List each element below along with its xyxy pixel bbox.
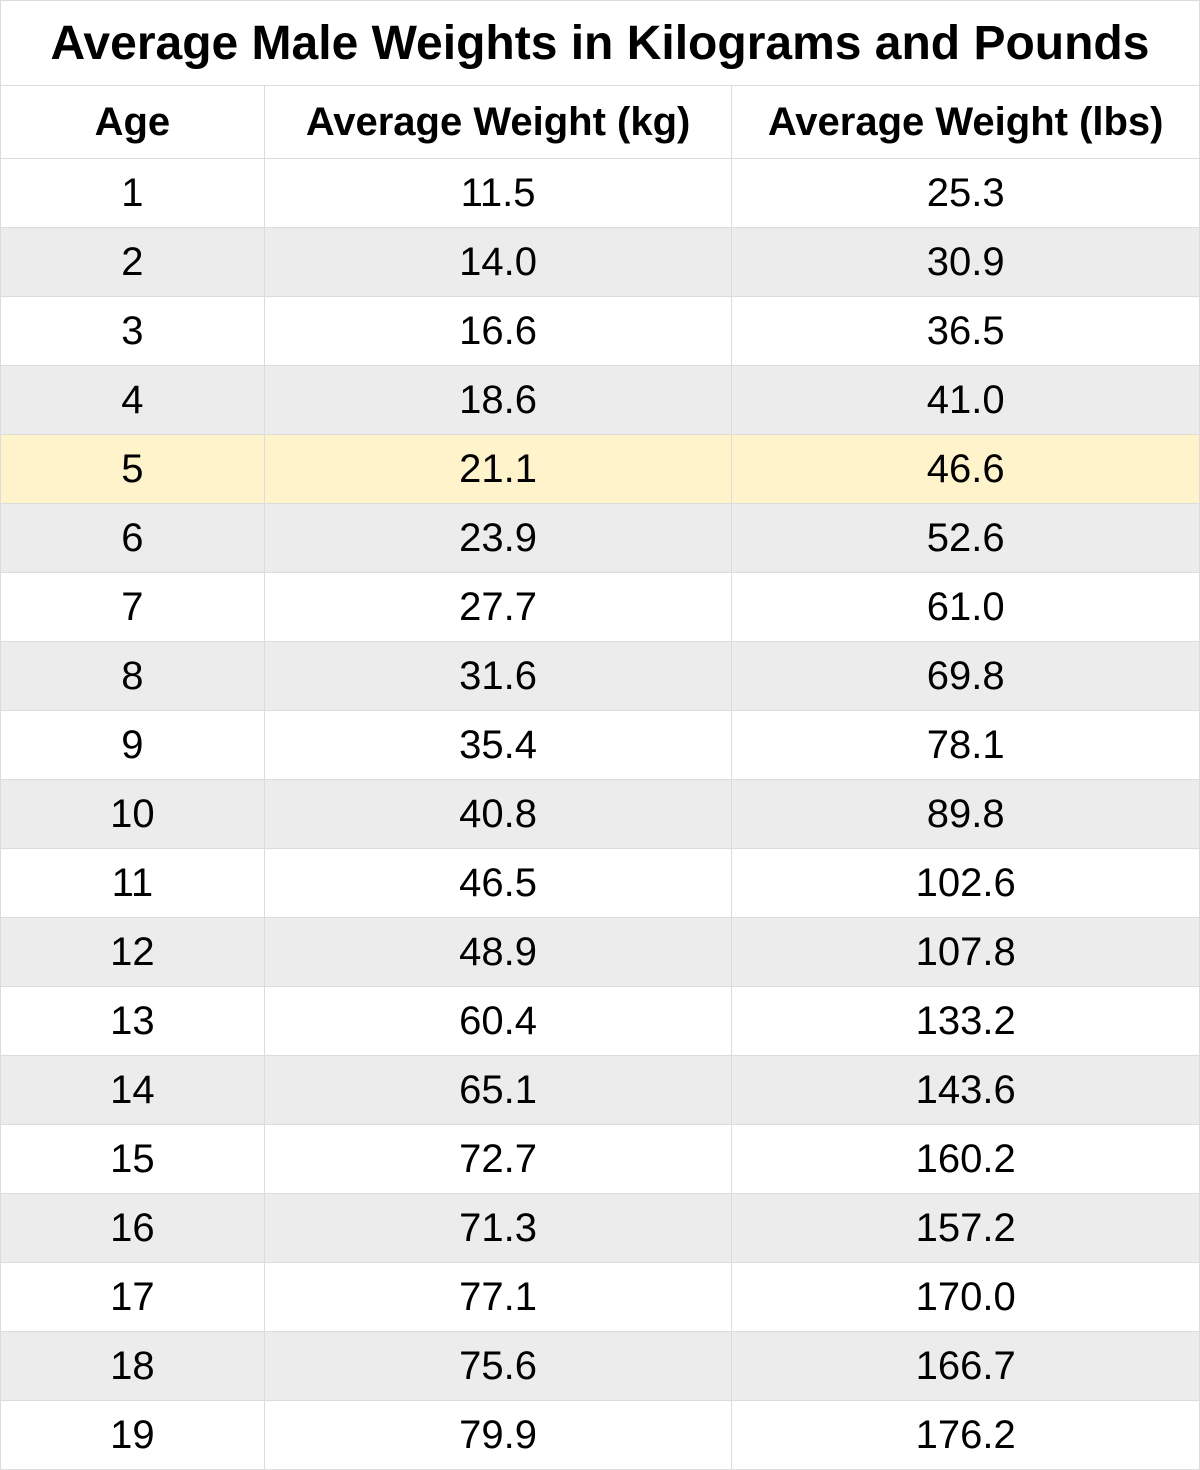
cell-age: 1 bbox=[1, 159, 265, 228]
cell-kg: 21.1 bbox=[264, 435, 732, 504]
cell-age: 17 bbox=[1, 1263, 265, 1332]
cell-kg: 75.6 bbox=[264, 1332, 732, 1401]
cell-kg: 16.6 bbox=[264, 297, 732, 366]
table-row: 935.478.1 bbox=[1, 711, 1200, 780]
cell-kg: 79.9 bbox=[264, 1401, 732, 1470]
table-row: 727.761.0 bbox=[1, 573, 1200, 642]
cell-lbs: 160.2 bbox=[732, 1125, 1200, 1194]
table-row: 214.030.9 bbox=[1, 228, 1200, 297]
cell-kg: 40.8 bbox=[264, 780, 732, 849]
cell-lbs: 69.8 bbox=[732, 642, 1200, 711]
table-row: 1360.4133.2 bbox=[1, 987, 1200, 1056]
cell-lbs: 157.2 bbox=[732, 1194, 1200, 1263]
cell-age: 2 bbox=[1, 228, 265, 297]
table-row: 1248.9107.8 bbox=[1, 918, 1200, 987]
table-row: 623.952.6 bbox=[1, 504, 1200, 573]
table-row: 1572.7160.2 bbox=[1, 1125, 1200, 1194]
cell-kg: 23.9 bbox=[264, 504, 732, 573]
table-row: 1040.889.8 bbox=[1, 780, 1200, 849]
cell-lbs: 170.0 bbox=[732, 1263, 1200, 1332]
cell-age: 12 bbox=[1, 918, 265, 987]
table-row: 1979.9176.2 bbox=[1, 1401, 1200, 1470]
cell-age: 6 bbox=[1, 504, 265, 573]
cell-lbs: 143.6 bbox=[732, 1056, 1200, 1125]
table-row: 521.146.6 bbox=[1, 435, 1200, 504]
cell-kg: 31.6 bbox=[264, 642, 732, 711]
table-row: 1777.1170.0 bbox=[1, 1263, 1200, 1332]
cell-lbs: 78.1 bbox=[732, 711, 1200, 780]
table-row: 831.669.8 bbox=[1, 642, 1200, 711]
cell-lbs: 133.2 bbox=[732, 987, 1200, 1056]
cell-lbs: 176.2 bbox=[732, 1401, 1200, 1470]
cell-age: 16 bbox=[1, 1194, 265, 1263]
cell-age: 9 bbox=[1, 711, 265, 780]
cell-kg: 35.4 bbox=[264, 711, 732, 780]
cell-lbs: 107.8 bbox=[732, 918, 1200, 987]
cell-age: 11 bbox=[1, 849, 265, 918]
cell-kg: 65.1 bbox=[264, 1056, 732, 1125]
table-row: 1671.3157.2 bbox=[1, 1194, 1200, 1263]
cell-kg: 14.0 bbox=[264, 228, 732, 297]
cell-lbs: 52.6 bbox=[732, 504, 1200, 573]
cell-lbs: 36.5 bbox=[732, 297, 1200, 366]
cell-lbs: 41.0 bbox=[732, 366, 1200, 435]
table-title: Average Male Weights in Kilograms and Po… bbox=[1, 1, 1200, 86]
cell-lbs: 46.6 bbox=[732, 435, 1200, 504]
col-header-kg: Average Weight (kg) bbox=[264, 86, 732, 159]
col-header-age: Age bbox=[1, 86, 265, 159]
cell-age: 3 bbox=[1, 297, 265, 366]
cell-kg: 77.1 bbox=[264, 1263, 732, 1332]
cell-age: 5 bbox=[1, 435, 265, 504]
table-row: 1465.1143.6 bbox=[1, 1056, 1200, 1125]
cell-lbs: 166.7 bbox=[732, 1332, 1200, 1401]
cell-lbs: 89.8 bbox=[732, 780, 1200, 849]
cell-age: 7 bbox=[1, 573, 265, 642]
cell-age: 8 bbox=[1, 642, 265, 711]
table-row: 418.641.0 bbox=[1, 366, 1200, 435]
cell-age: 15 bbox=[1, 1125, 265, 1194]
cell-age: 18 bbox=[1, 1332, 265, 1401]
cell-age: 19 bbox=[1, 1401, 265, 1470]
table-row: 316.636.5 bbox=[1, 297, 1200, 366]
table-row: 1146.5102.6 bbox=[1, 849, 1200, 918]
table-row: 111.525.3 bbox=[1, 159, 1200, 228]
col-header-lbs: Average Weight (lbs) bbox=[732, 86, 1200, 159]
weights-table: Average Male Weights in Kilograms and Po… bbox=[0, 0, 1200, 1470]
cell-lbs: 102.6 bbox=[732, 849, 1200, 918]
cell-kg: 18.6 bbox=[264, 366, 732, 435]
cell-age: 13 bbox=[1, 987, 265, 1056]
cell-lbs: 25.3 bbox=[732, 159, 1200, 228]
cell-kg: 72.7 bbox=[264, 1125, 732, 1194]
cell-age: 14 bbox=[1, 1056, 265, 1125]
cell-kg: 46.5 bbox=[264, 849, 732, 918]
cell-kg: 48.9 bbox=[264, 918, 732, 987]
cell-lbs: 30.9 bbox=[732, 228, 1200, 297]
table-body: 111.525.3214.030.9316.636.5418.641.0521.… bbox=[1, 159, 1200, 1470]
cell-age: 10 bbox=[1, 780, 265, 849]
cell-kg: 27.7 bbox=[264, 573, 732, 642]
cell-kg: 71.3 bbox=[264, 1194, 732, 1263]
cell-lbs: 61.0 bbox=[732, 573, 1200, 642]
cell-kg: 60.4 bbox=[264, 987, 732, 1056]
table-row: 1875.6166.7 bbox=[1, 1332, 1200, 1401]
cell-age: 4 bbox=[1, 366, 265, 435]
cell-kg: 11.5 bbox=[264, 159, 732, 228]
